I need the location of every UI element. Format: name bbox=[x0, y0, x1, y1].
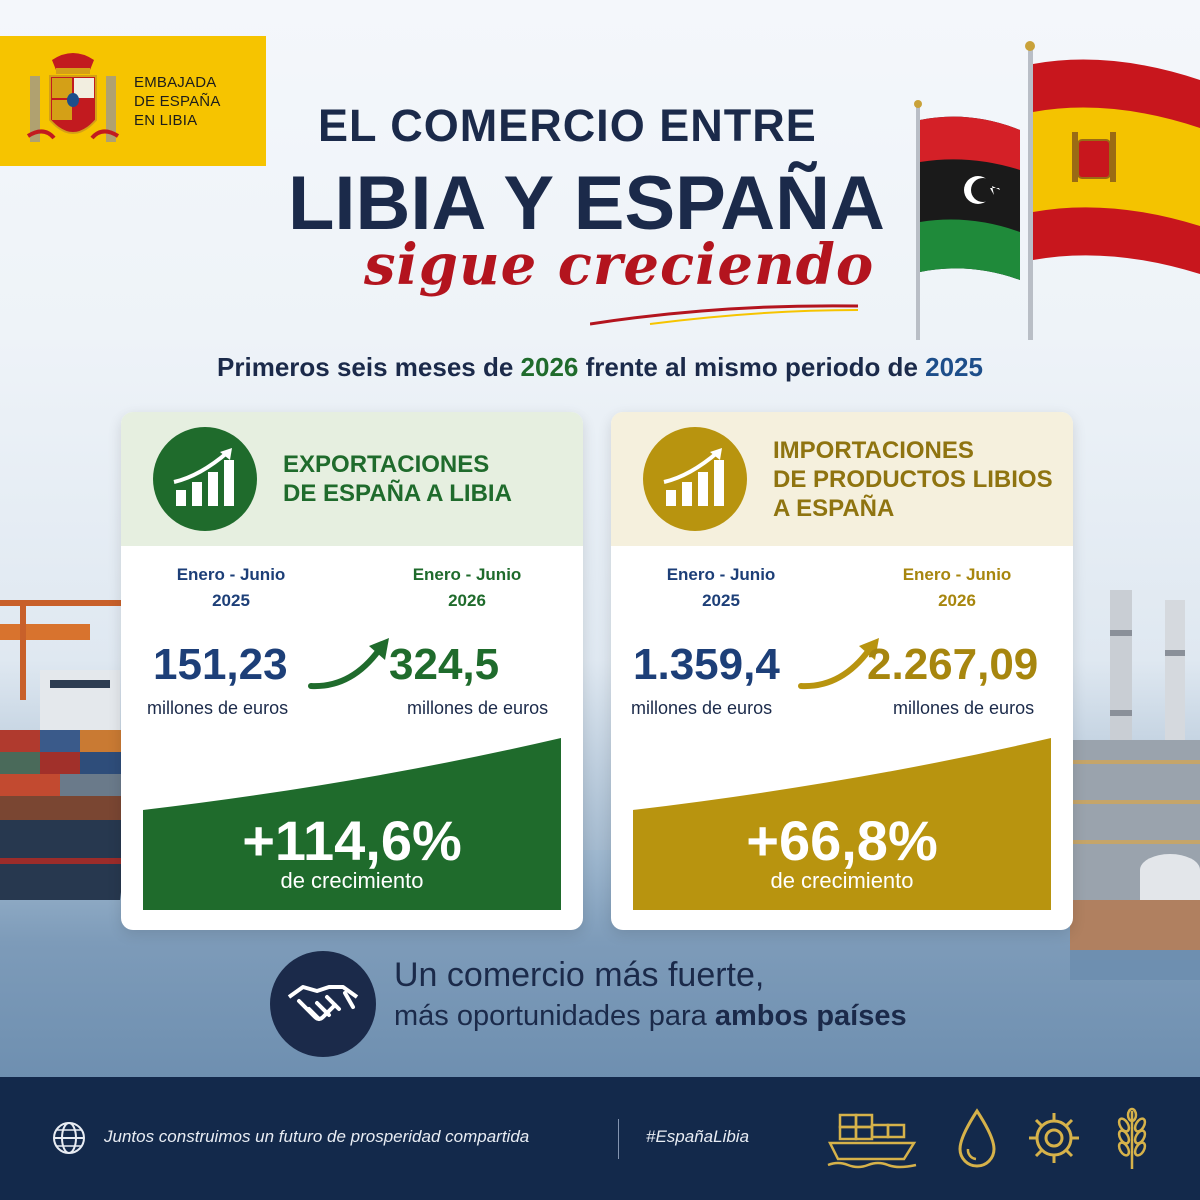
embassy-line-1: EMBAJADA bbox=[134, 73, 217, 91]
embassy-line-2: DE ESPAÑA bbox=[134, 92, 221, 110]
oil-drop-icon bbox=[958, 1108, 996, 1168]
imports-title-line-2: DE PRODUCTOS LIBIOS bbox=[773, 465, 1053, 493]
imports-growth-band bbox=[633, 738, 1051, 910]
imports-value-2026: 2.267,09 bbox=[867, 640, 1039, 689]
growth-arrow-icon bbox=[798, 638, 879, 690]
exports-title-line-2: DE ESPAÑA A LIBIA bbox=[283, 480, 512, 507]
gear-icon bbox=[1029, 1113, 1079, 1163]
imports-period-2026-year: 2026 bbox=[938, 591, 976, 610]
imports-unit-2025: millones de euros bbox=[631, 698, 773, 718]
exports-period-2026: Enero - Junio 2026 bbox=[377, 562, 557, 614]
imports-period-2026-months: Enero - Junio bbox=[902, 565, 1012, 584]
imports-period-2025-months: Enero - Junio bbox=[666, 565, 776, 584]
imports-growth-percent: +66,8% bbox=[746, 809, 938, 872]
imports-period-2025-year: 2025 bbox=[702, 591, 740, 610]
imports-unit-2026: millones de euros bbox=[893, 698, 1035, 718]
imports-title: IMPORTACIONES DE PRODUCTOS LIBIOS A ESPA… bbox=[773, 436, 1053, 523]
exports-growth-band bbox=[143, 738, 561, 910]
growth-arrow-icon bbox=[308, 638, 389, 690]
exports-period-2026-months: Enero - Junio bbox=[412, 565, 522, 584]
subtitle-year-2026: 2026 bbox=[520, 352, 579, 382]
footer-hashtag: #EspañaLibia bbox=[646, 1127, 750, 1146]
subtitle-part-2: frente al mismo periodo de bbox=[578, 352, 926, 382]
subtitle-year-2025: 2025 bbox=[925, 352, 983, 382]
imports-value-2025: 1.359,4 bbox=[633, 640, 780, 689]
imports-card: IMPORTACIONES DE PRODUCTOS LIBIOS A ESPA… bbox=[611, 412, 1073, 930]
exports-period-2025-year: 2025 bbox=[212, 591, 250, 610]
exports-period-2025: Enero - Junio 2025 bbox=[141, 562, 321, 614]
message-line-2-bold: ambos países bbox=[714, 1000, 907, 1032]
refinery-image bbox=[1070, 590, 1200, 980]
exports-title: EXPORTACIONES DE ESPAÑA A LIBIA bbox=[283, 450, 512, 508]
imports-period-2025: Enero - Junio 2025 bbox=[631, 562, 811, 614]
title-line-2: LIBIA Y ESPAÑA bbox=[288, 161, 885, 246]
exports-card: EXPORTACIONES DE ESPAÑA A LIBIA Enero - … bbox=[121, 412, 583, 930]
imports-growth-label: de crecimiento bbox=[770, 868, 914, 893]
message-line-2: más oportunidades para ambos países bbox=[394, 1000, 907, 1033]
exports-value-2025: 151,23 bbox=[153, 640, 288, 689]
embassy-name: EMBAJADA DE ESPAÑA EN LIBIA bbox=[134, 73, 221, 130]
title-line-3: sigue creciendo bbox=[364, 232, 875, 298]
exports-unit-2026: millones de euros bbox=[407, 698, 549, 718]
exports-unit-2025: millones de euros bbox=[147, 698, 289, 718]
exports-card-header: EXPORTACIONES DE ESPAÑA A LIBIA bbox=[121, 412, 583, 546]
flags-illustration bbox=[914, 41, 1200, 340]
footer-divider bbox=[618, 1119, 619, 1159]
cargo-ship-icon bbox=[827, 1113, 917, 1169]
cargo-ship-image bbox=[0, 600, 130, 900]
wheat-icon bbox=[1117, 1107, 1147, 1169]
exports-growth-label: de crecimiento bbox=[280, 868, 424, 893]
handshake-icon bbox=[270, 951, 376, 1057]
imports-card-header: IMPORTACIONES DE PRODUCTOS LIBIOS A ESPA… bbox=[611, 412, 1073, 546]
embassy-logo: EMBAJADA DE ESPAÑA EN LIBIA bbox=[0, 36, 266, 166]
message-line-1: Un comercio más fuerte, bbox=[394, 956, 765, 994]
embassy-line-3: EN LIBIA bbox=[134, 111, 198, 129]
spanish-coat-of-arms-icon bbox=[26, 53, 120, 142]
period-subtitle: Primeros seis meses de 2026 frente al mi… bbox=[0, 352, 1200, 383]
exports-period-2026-year: 2026 bbox=[448, 591, 486, 610]
imports-title-line-3: A ESPAÑA bbox=[773, 494, 895, 522]
footer: Juntos construimos un futuro de prosperi… bbox=[0, 1077, 1200, 1200]
exports-title-line-1: EXPORTACIONES bbox=[283, 451, 490, 478]
exports-period-2025-months: Enero - Junio bbox=[176, 565, 286, 584]
message-line-2-text: más oportunidades para bbox=[394, 1000, 715, 1032]
exports-value-2026: 324,5 bbox=[389, 640, 500, 689]
title-line-1: EL COMERCIO ENTRE bbox=[318, 100, 817, 151]
bar-chart-growth-icon bbox=[643, 427, 747, 531]
subtitle-part-1: Primeros seis meses de bbox=[217, 352, 521, 382]
imports-title-line-1: IMPORTACIONES bbox=[773, 436, 974, 464]
footer-slogan: Juntos construimos un futuro de prosperi… bbox=[104, 1127, 530, 1146]
bar-chart-growth-icon bbox=[153, 427, 257, 531]
title-underline-swoosh bbox=[590, 304, 859, 326]
imports-period-2026: Enero - Junio 2026 bbox=[867, 562, 1047, 614]
globe-icon bbox=[53, 1122, 85, 1154]
exports-growth-percent: +114,6% bbox=[242, 809, 462, 872]
